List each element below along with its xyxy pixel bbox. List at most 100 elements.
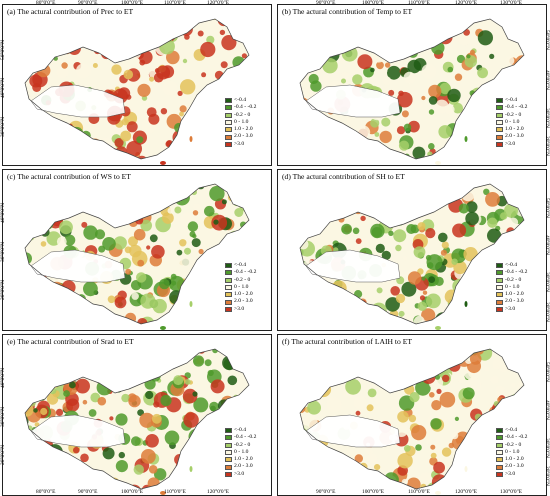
raster-patch [437,26,443,32]
raster-patch [243,11,248,16]
raster-patch [13,310,26,323]
raster-patch [354,358,360,364]
raster-patch [111,64,121,74]
legend-item: 1.0 - 2.0 [225,291,256,298]
raster-patch [11,199,20,208]
raster-patch [131,436,141,446]
legend-swatch [225,307,232,312]
raster-patch [11,267,26,282]
raster-patch [39,283,45,289]
raster-patch [213,432,218,437]
raster-patch [385,185,397,197]
raster-patch [284,141,294,151]
raster-patch [38,116,49,127]
raster-patch [455,348,462,355]
raster-patch [370,68,375,73]
legend-label: 1.0 - 2.0 [505,291,524,298]
raster-patch [467,119,474,126]
raster-patch [197,182,204,189]
legend-swatch [225,113,232,118]
legend-item: 2.0 - 3.0 [225,298,256,305]
legend-item: 2.0 - 3.0 [496,133,527,140]
raster-patch [329,288,340,299]
panel-title: (a) The actural contribution of Prec to … [7,7,133,16]
raster-patch [237,24,247,34]
raster-patch [383,152,399,166]
lat-tick: 30°0'0"N [0,242,6,262]
raster-patch [55,379,62,386]
raster-patch [47,156,56,165]
raster-patch [286,39,301,54]
lon-tick: 110°0'0"E [164,0,186,6]
hainan-island [435,161,441,165]
raster-patch [198,116,213,131]
raster-patch [327,397,342,412]
legend-label: >3.0 [234,141,244,148]
raster-patch [440,392,456,408]
legend-item: <-0.4 [225,427,256,434]
raster-patch [208,370,214,376]
raster-patch [313,475,321,483]
raster-patch [294,302,307,315]
raster-patch [302,150,316,164]
raster-patch [455,417,459,421]
raster-patch [236,336,251,351]
raster-patch [477,67,488,78]
raster-patch [298,103,305,110]
raster-patch [185,151,189,155]
legend-label: -0.2 - 0 [505,442,521,449]
lat-tick: 40°0'0"N [544,400,550,420]
raster-patch [465,55,477,67]
raster-patch [193,271,207,285]
raster-patch [5,300,20,315]
raster-patch [377,287,383,293]
raster-patch [404,445,411,452]
raster-patch [27,143,32,148]
raster-patch [236,349,246,359]
raster-patch [199,114,204,119]
raster-patch [190,117,202,129]
raster-patch [297,119,302,124]
raster-patch [283,85,291,93]
raster-patch [441,18,453,30]
raster-patch [49,308,55,314]
raster-patch [415,444,422,451]
raster-patch [24,288,29,293]
raster-patch [322,362,334,374]
raster-patch [134,464,144,474]
raster-patch [153,401,159,407]
legend-label: 2.0 - 3.0 [505,133,524,140]
raster-patch [133,356,145,368]
raster-patch [431,367,438,374]
raster-patch [372,372,378,378]
legend-swatch [496,443,503,448]
raster-patch [41,280,47,286]
raster-patch [18,356,28,366]
raster-patch [158,32,162,36]
raster-patch [240,62,253,75]
raster-patch [313,212,327,226]
raster-patch [205,438,212,445]
raster-patch [30,384,37,391]
raster-patch [438,233,448,243]
raster-patch [435,375,440,380]
raster-patch [54,476,64,486]
raster-patch [242,478,248,484]
legend-swatch [225,457,232,462]
legend-swatch [496,278,503,283]
raster-patch [354,290,362,298]
panel-c: (c) The actural contribution of WS to ET… [2,169,272,331]
raster-patch [14,123,30,139]
raster-patch [73,155,77,159]
raster-patch [357,54,372,69]
raster-patch [31,345,43,357]
raster-patch [160,395,171,406]
raster-patch [481,110,493,122]
raster-patch [382,45,391,54]
raster-patch [242,157,249,164]
hainan-island [435,326,441,330]
raster-patch [329,347,345,363]
raster-patch [391,407,395,411]
legend-swatch [496,428,503,433]
raster-patch [282,240,294,252]
